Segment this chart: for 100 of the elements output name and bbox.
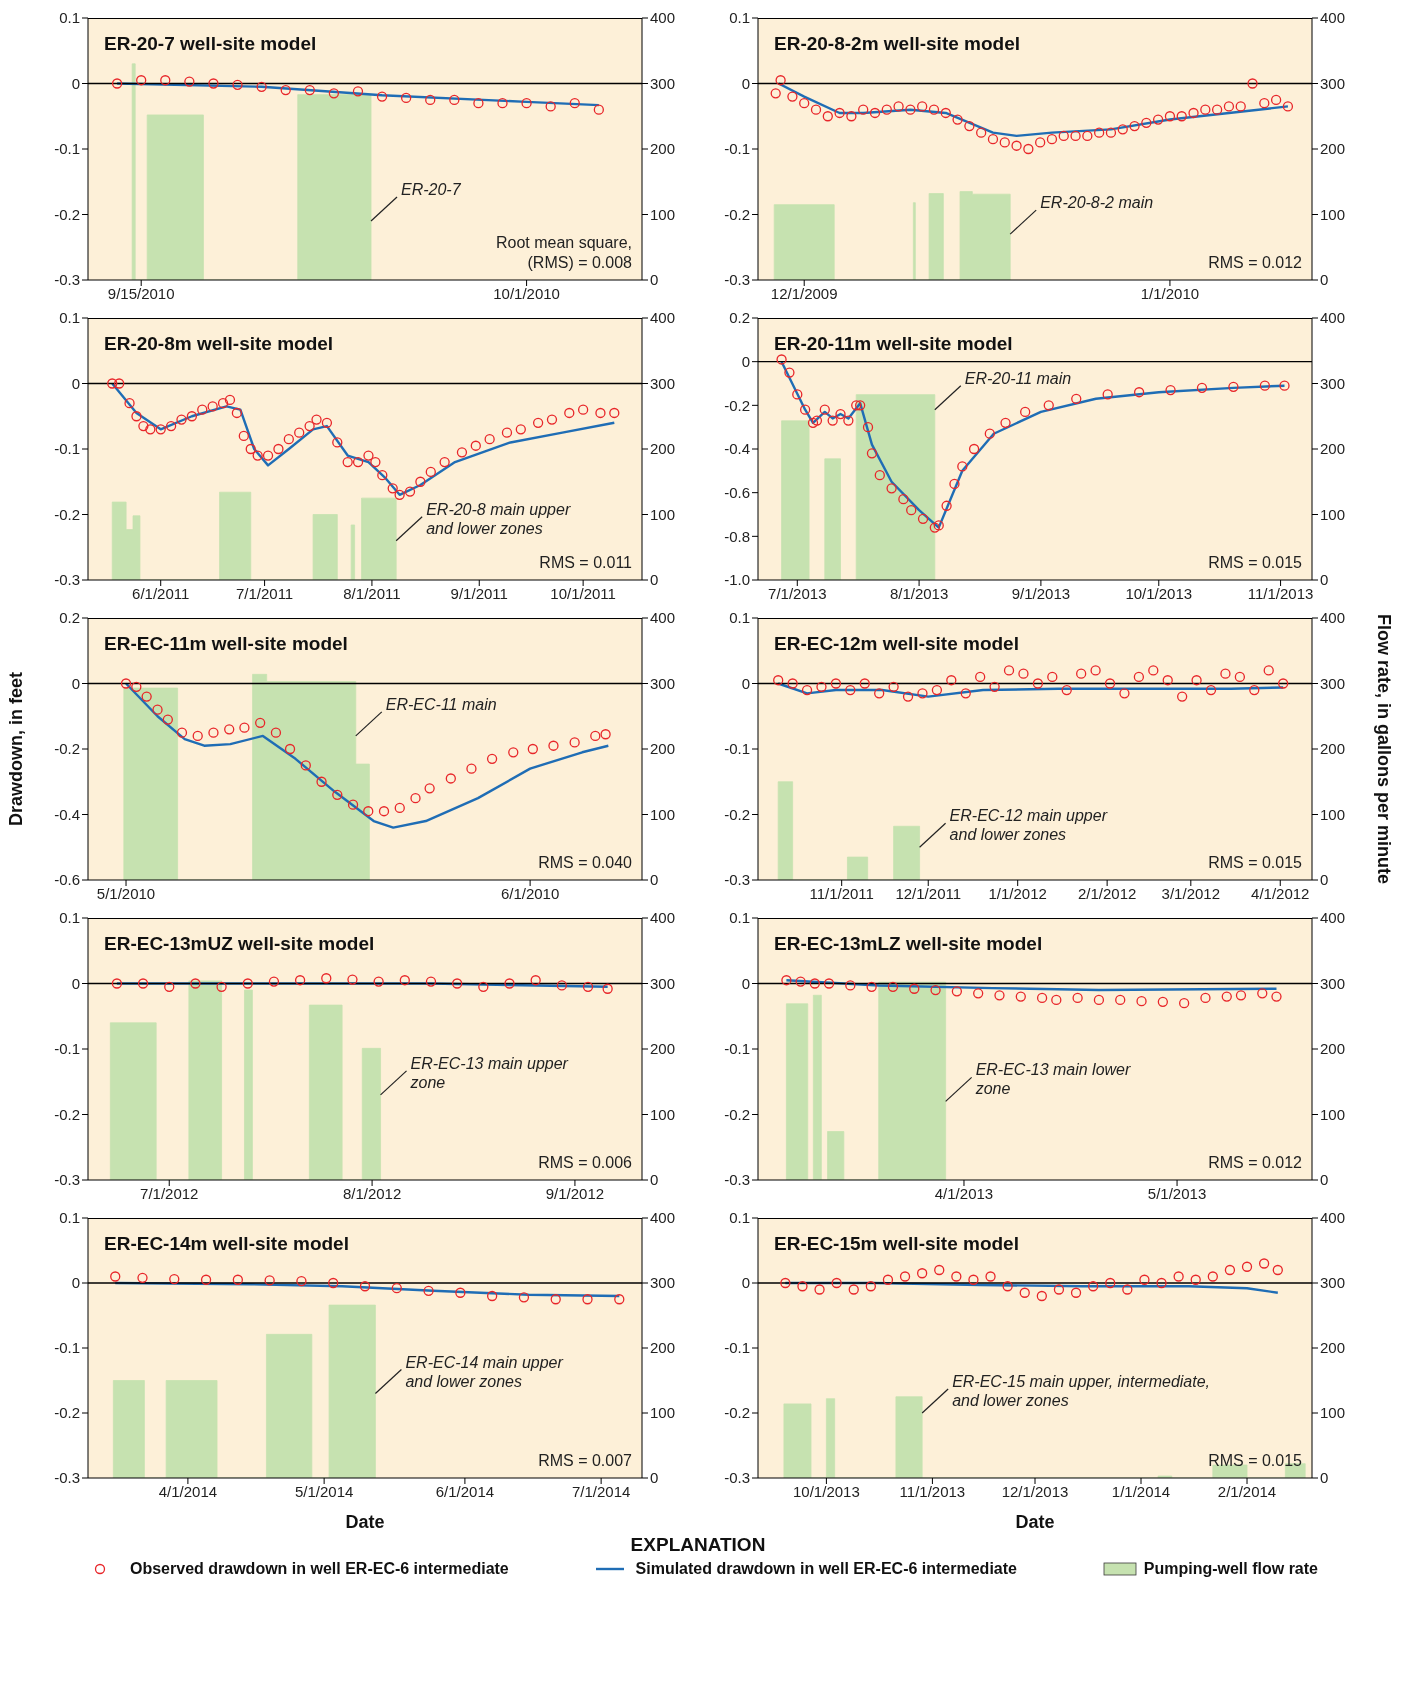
y2-tick-label: 100 <box>650 805 676 823</box>
point <box>1188 107 1199 119</box>
y2-tick-label: 0 <box>1320 1469 1329 1487</box>
point <box>827 415 838 426</box>
y-tick-label: 0.1 <box>59 9 80 27</box>
point <box>917 513 929 525</box>
y-tick-label: -0.2 <box>54 740 80 758</box>
y2-tick-label: 0 <box>650 1171 659 1189</box>
y2-tick-label: 400 <box>650 1209 676 1227</box>
point <box>957 461 968 472</box>
point <box>359 1281 371 1292</box>
point <box>1173 1271 1184 1282</box>
point <box>845 980 856 991</box>
x-tick-label: 5/1/2013 <box>1147 1184 1207 1202</box>
point <box>217 398 229 409</box>
x-tick-label: 2/1/2012 <box>1077 884 1137 902</box>
point <box>973 988 984 999</box>
y2-tick-label: 200 <box>650 1040 676 1058</box>
y-tick-label: -0.3 <box>54 271 80 289</box>
text: ER-EC-11m well-site model <box>104 633 348 654</box>
y2-tick-label: 200 <box>1320 440 1346 458</box>
annotation: RMS = 0.007 <box>538 1452 633 1469</box>
point <box>1191 675 1202 686</box>
point <box>951 1271 962 1282</box>
point <box>595 407 606 419</box>
y2-tick-label: 100 <box>650 1105 676 1123</box>
point <box>906 504 917 516</box>
point <box>239 722 250 733</box>
point <box>1200 992 1211 1004</box>
point <box>1156 1277 1167 1289</box>
point <box>1282 101 1294 112</box>
x-tick-label: 6/1/2011 <box>132 584 190 602</box>
point <box>316 776 327 787</box>
point <box>1072 992 1083 1004</box>
point <box>1241 1261 1253 1272</box>
y2-tick-label: 0 <box>1320 1171 1329 1189</box>
y-tick-label: -0.3 <box>54 1171 80 1189</box>
x-tick-label: 12/1/2011 <box>895 884 962 902</box>
point <box>424 783 435 794</box>
point <box>1228 381 1239 392</box>
point <box>888 681 899 692</box>
y2-tick-label: 300 <box>650 674 676 692</box>
annotation: ER-EC-11 main <box>385 695 497 713</box>
point <box>155 424 166 435</box>
point <box>1258 1258 1270 1269</box>
point <box>1235 990 1247 1001</box>
y2-tick-label: 300 <box>650 1274 676 1292</box>
annotation: RMS = 0.015 <box>1208 854 1303 871</box>
point <box>1071 393 1082 404</box>
point <box>609 407 620 419</box>
point <box>270 727 282 738</box>
point <box>940 107 951 119</box>
y2-tick-label: 400 <box>1320 309 1346 327</box>
point <box>1035 137 1046 148</box>
x-tick-label: 7/1/2012 <box>140 1184 199 1202</box>
x-tick-label: 7/1/2011 <box>235 584 294 602</box>
point <box>1234 671 1246 683</box>
y-tick-label: -0.2 <box>724 1404 750 1422</box>
y-tick-label: 0.1 <box>729 9 750 27</box>
point <box>387 483 398 494</box>
y2-tick-label: 400 <box>1320 909 1346 927</box>
point <box>1070 1287 1082 1298</box>
point <box>378 806 390 817</box>
point <box>999 137 1010 148</box>
point <box>1117 124 1128 135</box>
point <box>1220 668 1231 679</box>
point <box>410 792 421 804</box>
point <box>1223 101 1235 112</box>
point <box>1148 665 1159 676</box>
point <box>1003 665 1015 676</box>
y-tick-label: 0 <box>71 74 80 92</box>
point <box>332 789 343 800</box>
point <box>256 81 267 92</box>
x-tick-label: 1/1/2012 <box>988 884 1047 902</box>
x-tick-label: 12/1/2013 <box>1001 1482 1069 1500</box>
point <box>855 400 866 411</box>
x-tick-label: 8/1/2012 <box>342 1184 402 1202</box>
y-tick-label: 0.1 <box>729 1209 750 1227</box>
point <box>823 978 835 989</box>
point <box>898 494 909 505</box>
point <box>145 424 156 435</box>
point <box>899 1271 911 1282</box>
point <box>304 84 315 96</box>
x-tick-label: 12/1/2009 <box>770 284 838 302</box>
point <box>283 434 294 445</box>
point <box>546 414 558 425</box>
point <box>124 398 135 409</box>
y-tick-label: -0.1 <box>54 140 80 158</box>
point <box>1139 1274 1150 1285</box>
y2-tick-label: 0 <box>650 571 659 589</box>
point <box>968 443 980 455</box>
y-tick-label: -0.3 <box>724 271 750 289</box>
point <box>773 675 784 686</box>
point <box>1119 688 1130 699</box>
x-tick-label: 5/1/2014 <box>294 1482 354 1500</box>
y-tick-label: -0.2 <box>724 205 750 223</box>
point <box>1018 668 1029 679</box>
y-tick-label: -0.2 <box>54 205 80 223</box>
y2-tick-label: 200 <box>1320 1040 1346 1058</box>
point <box>934 1264 945 1276</box>
